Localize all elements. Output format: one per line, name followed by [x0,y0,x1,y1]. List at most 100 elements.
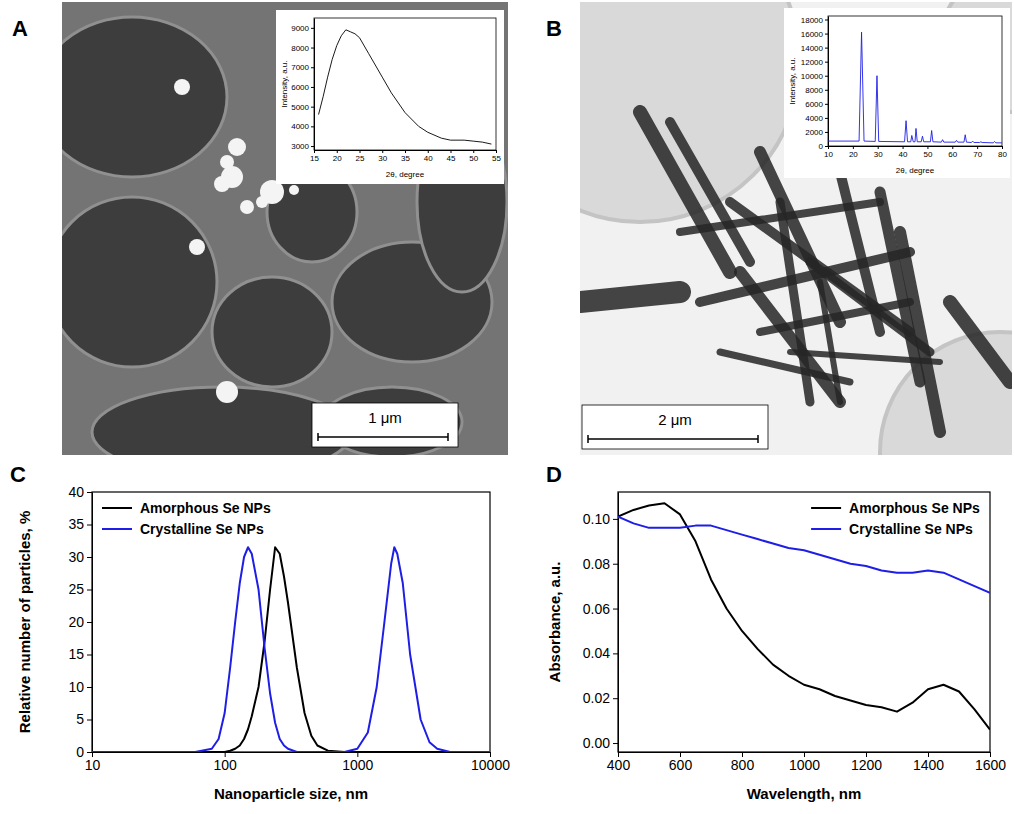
tick: 30 [378,150,387,163]
scale-bar: 1 μm [312,403,458,447]
tick: 0.06 [583,601,618,617]
film-hole [62,197,217,367]
tick: 9000 [291,24,314,33]
rod [670,122,750,262]
tick: 20 [849,146,858,159]
tick-label: 0 [819,142,824,151]
film-hole [212,277,332,387]
tick: 600 [669,752,693,773]
x-axis: 1020304050607080 [824,146,1007,159]
axis-line [93,752,491,753]
particle [289,185,299,195]
y-axis-title: Absorbance, a.u. [546,562,563,683]
tick: 0.02 [583,690,618,706]
tick-label: 0 [76,744,84,760]
tick-label: 9000 [291,24,309,33]
tick: 15 [68,646,92,662]
tick: 45 [447,150,456,163]
tick-mark [613,519,618,520]
tick: 0.04 [583,645,618,661]
y-axis: 3000400050006000700080009000 [291,19,314,152]
tick-mark [87,622,92,623]
plot-frame [314,18,496,150]
tick: 4000 [805,114,828,123]
tick-mark [311,126,314,127]
tick-label: 8000 [805,86,823,95]
tick-mark [1002,146,1003,149]
tick-label: 6000 [291,83,309,92]
tick: 800 [731,752,755,773]
tick-mark [977,146,978,149]
tick-label: 25 [356,154,365,163]
tick-mark [87,525,92,526]
tick: 55 [492,150,501,163]
legend-label: Crystalline Se NPs [140,521,264,537]
particle [240,200,254,214]
tick-label: 35 [68,516,84,532]
micrograph [580,2,1012,455]
rod [950,302,1010,382]
legend: Amorphous Se NPs Crystalline Se NPs [102,500,271,537]
scale-bar-end [447,433,449,441]
tick-mark [405,150,406,153]
tick-label: 600 [669,757,693,773]
tick-label: 0.06 [583,601,610,617]
scale-bar-label: 2 μm [658,411,692,428]
tick-label: 4000 [805,114,823,123]
tick: 0.00 [583,735,618,751]
tick-mark [311,28,314,29]
legend-entry: Amorphous Se NPs [102,500,271,516]
axis-line [829,146,1003,147]
tick-label: 40 [424,154,433,163]
tick-label: 7000 [291,63,309,72]
tick: 14000 [801,44,828,53]
tick-mark [360,150,361,153]
data-line [319,30,492,144]
tick-label: 10000 [801,72,824,81]
tick: 6000 [805,100,828,109]
tick-mark [473,150,474,153]
rod [580,292,680,302]
legend-entry: Crystalline Se NPs [102,521,264,537]
tick-label: 800 [731,757,755,773]
data-line [828,32,1002,143]
tick-label: 2000 [805,128,823,137]
tick-label: 15 [310,154,319,163]
tick: 0 [76,744,92,760]
tick-label: 20 [333,154,342,163]
tick-mark [613,653,618,654]
x-axis-title: 2θ, degree [896,166,935,175]
legend: Amorphous Se NPsCrystalline Se NPs [811,500,980,537]
tick-label: 0.10 [583,511,610,527]
tick-mark [825,34,828,35]
tick: 8000 [805,86,828,95]
legend-entry: Crystalline Se NPs [811,521,973,537]
tick-label: 16000 [801,30,824,39]
particle [228,138,246,156]
x-axis-title: Wavelength, nm [747,785,861,802]
scale-bar-end [757,435,759,443]
tick: 100 [213,752,237,773]
tick: 35 [68,516,92,532]
tick: 50 [923,146,932,159]
tick-mark [613,609,618,610]
tick-label: 1000 [342,757,373,773]
panel-letter: A [12,16,28,41]
tick-mark [87,687,92,688]
tick-label: 20 [849,150,858,159]
x-axis: 152025303540455055 [310,150,501,163]
tick-label: 10000 [471,757,510,773]
tick-mark [825,132,828,133]
axis-line [618,493,619,753]
tick: 10 [85,752,101,773]
inset-background [784,8,1010,178]
tick-label: 12000 [801,58,824,67]
plot-frame [828,16,1002,146]
tick-mark [311,48,314,49]
tick: 70 [973,146,982,159]
tick-mark [87,590,92,591]
tick-mark [825,76,828,77]
plot-frame [618,492,990,752]
tick-label: 1600 [975,757,1006,773]
tick: 30 [874,146,883,159]
